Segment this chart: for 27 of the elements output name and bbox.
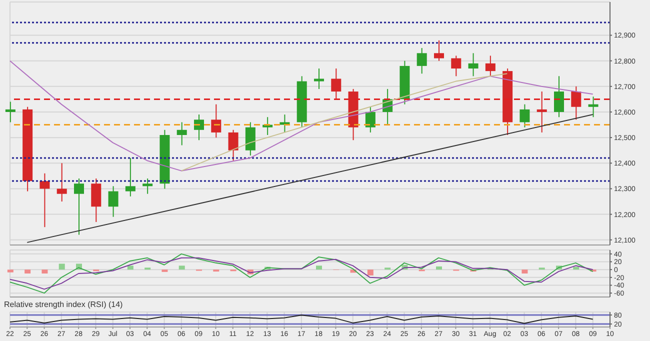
candlestick xyxy=(228,129,238,162)
candlestick xyxy=(211,104,222,138)
candlestick xyxy=(588,96,598,118)
line-series xyxy=(10,314,594,324)
candlestick xyxy=(176,122,187,146)
candlestick xyxy=(520,104,530,128)
candlestick xyxy=(56,162,67,202)
line-series xyxy=(10,60,594,172)
candlestick xyxy=(40,172,50,228)
candlestick xyxy=(416,48,427,74)
candlestick xyxy=(74,178,84,236)
candlestick xyxy=(125,158,136,197)
candlestick xyxy=(108,186,118,218)
candlestick xyxy=(485,55,496,77)
candlestick xyxy=(451,55,462,77)
candlestick xyxy=(468,52,478,77)
line-series xyxy=(180,73,508,172)
chart-title: Relative strength index (RSI) (14) xyxy=(4,300,123,309)
candlestick xyxy=(314,68,324,90)
candlestick xyxy=(365,106,376,133)
candlestick xyxy=(434,40,444,62)
candlestick xyxy=(554,76,564,118)
candlestick xyxy=(245,122,256,156)
candlestick xyxy=(5,101,16,123)
candlestick xyxy=(91,178,102,222)
candlestick xyxy=(142,178,153,194)
candlestick xyxy=(194,114,204,141)
